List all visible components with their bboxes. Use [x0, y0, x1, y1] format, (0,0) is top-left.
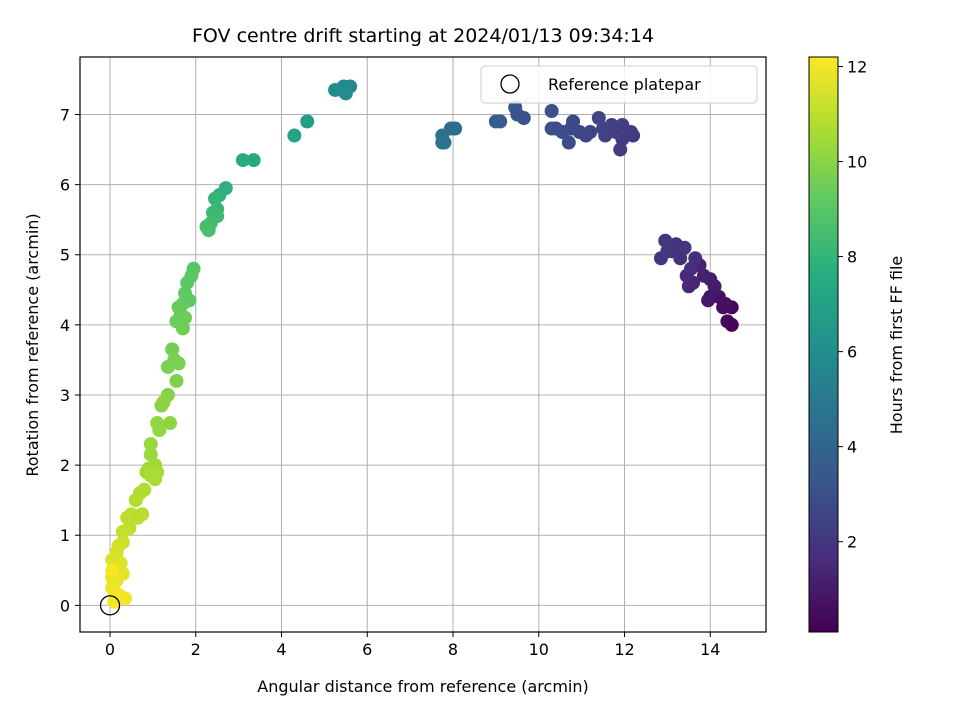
data-point — [143, 437, 158, 452]
data-point — [677, 240, 692, 255]
data-point — [300, 114, 315, 129]
data-point — [660, 244, 675, 259]
y-tick-label: 5 — [60, 246, 70, 265]
data-point — [178, 310, 193, 325]
legend-marker-icon — [500, 74, 520, 94]
data-point — [683, 261, 698, 276]
y-tick-label: 0 — [60, 596, 70, 615]
y-tick-label: 2 — [60, 456, 70, 475]
data-point — [165, 342, 180, 357]
grid — [80, 57, 766, 632]
data-point — [156, 395, 171, 409]
data-point — [591, 111, 606, 126]
data-points — [99, 79, 739, 616]
x-tick-label: 4 — [276, 640, 286, 659]
data-point — [163, 416, 178, 431]
data-point — [208, 191, 223, 206]
data-point — [152, 423, 167, 438]
data-point — [287, 128, 302, 143]
data-point — [107, 594, 122, 609]
legend-entry-reference: Reference platepar — [548, 75, 701, 94]
colorbar-tick-label: 6 — [847, 343, 857, 362]
y-tick-label: 7 — [60, 106, 70, 125]
x-tick-label: 0 — [105, 640, 115, 659]
colorbar-gradient — [808, 56, 839, 633]
data-point — [120, 510, 135, 525]
data-point — [235, 153, 250, 168]
reference-point-marker — [99, 595, 121, 616]
colorbar-tick-label: 12 — [847, 58, 867, 77]
legend-box — [480, 65, 758, 104]
data-point — [118, 591, 133, 606]
data-point — [180, 275, 195, 290]
colorbar-tick-label: 2 — [847, 533, 857, 552]
data-point — [544, 121, 559, 136]
colorbar-label: Hours from first FF file — [887, 256, 906, 435]
x-tick-label: 8 — [448, 640, 458, 659]
data-point — [328, 82, 343, 97]
colorbar-ticks: 2 4 6 8 10 12 — [838, 58, 867, 552]
x-tick-label: 6 — [362, 640, 372, 659]
data-point — [171, 356, 186, 371]
data-point — [596, 121, 611, 136]
data-point — [701, 293, 716, 308]
y-tick-label: 6 — [60, 176, 70, 195]
x-tick-label: 2 — [191, 640, 201, 659]
y-axis-label: Rotation from reference (arcmin) — [23, 213, 42, 476]
colorbar-tick-label: 4 — [847, 438, 857, 457]
y-tick-label: 3 — [60, 386, 70, 405]
colorbar-tick-label: 8 — [847, 248, 857, 267]
data-point — [488, 114, 503, 129]
y-tick-label: 4 — [60, 316, 70, 335]
colorbar-tick-label: 10 — [847, 153, 867, 172]
data-point — [160, 359, 175, 374]
data-point — [437, 135, 452, 150]
data-point — [613, 142, 628, 157]
data-point — [688, 251, 703, 266]
colorbar: 2 4 6 8 10 12 Hours from first FF file — [808, 56, 906, 633]
data-point — [201, 223, 216, 238]
data-point — [246, 153, 261, 168]
data-point — [128, 493, 143, 508]
data-point — [681, 279, 696, 294]
legend: Reference platepar — [480, 65, 758, 104]
x-tick-label: 10 — [529, 640, 549, 659]
x-axis-label: Angular distance from reference (arcmin) — [257, 677, 588, 696]
data-point — [169, 373, 184, 388]
data-point — [105, 563, 120, 578]
data-point — [561, 135, 576, 150]
x-tick-label: 14 — [700, 640, 720, 659]
data-point — [615, 118, 630, 133]
plot-frame — [79, 56, 767, 633]
chart-title: FOV centre drift starting at 2024/01/13 … — [192, 25, 654, 47]
data-point — [544, 103, 559, 118]
data-point — [508, 100, 523, 115]
data-point — [696, 268, 711, 283]
data-point — [338, 86, 353, 101]
x-tick-label: 12 — [614, 640, 634, 659]
data-point — [720, 314, 735, 329]
data-point — [658, 233, 673, 248]
data-point — [175, 321, 190, 336]
y-tick-label: 1 — [60, 526, 70, 545]
data-point — [143, 447, 158, 462]
data-point — [115, 524, 130, 539]
data-point — [143, 468, 158, 483]
